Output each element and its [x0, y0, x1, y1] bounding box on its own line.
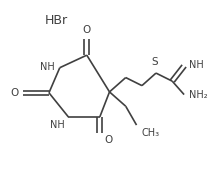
Text: NH: NH [189, 60, 204, 70]
Text: HBr: HBr [45, 14, 68, 27]
Text: NH: NH [40, 62, 55, 72]
Text: O: O [83, 25, 91, 35]
Text: CH₃: CH₃ [142, 128, 160, 138]
Text: NH: NH [50, 120, 65, 130]
Text: NH₂: NH₂ [189, 90, 207, 100]
Text: O: O [104, 135, 113, 145]
Text: O: O [11, 88, 19, 98]
Text: S: S [152, 57, 158, 67]
